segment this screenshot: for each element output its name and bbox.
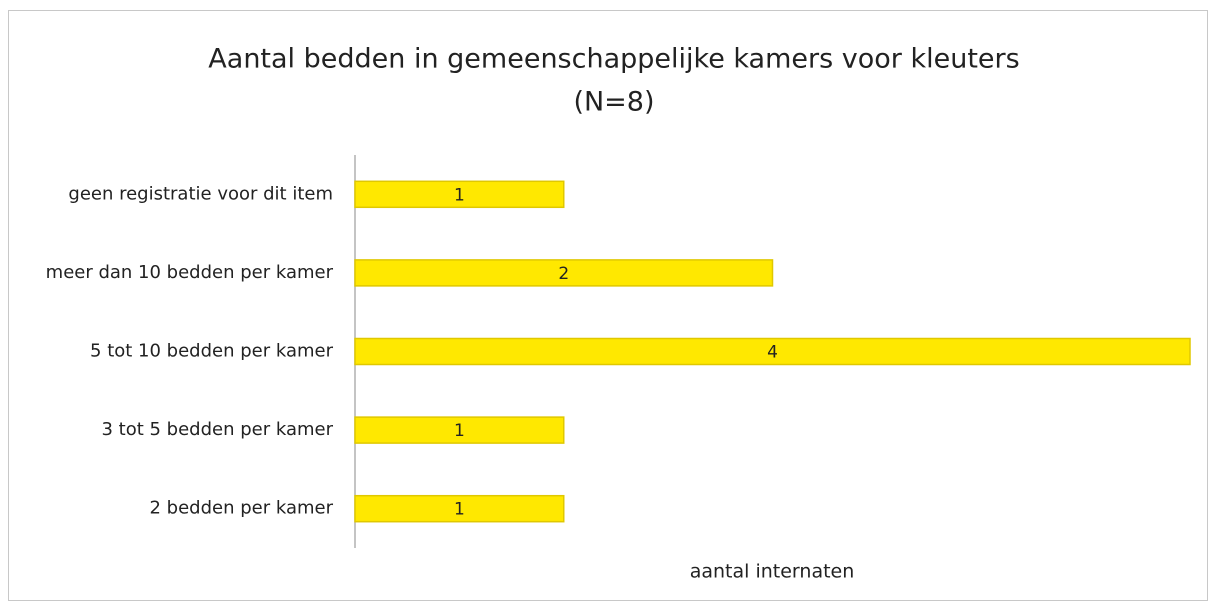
- bar: [354, 180, 565, 209]
- y-tick-label: meer dan 10 bedden per kamer: [46, 262, 334, 283]
- bar: [354, 259, 774, 287]
- bar: [354, 337, 1191, 366]
- x-axis-label: aantal internaten: [690, 561, 855, 583]
- data-label: 1: [454, 500, 465, 520]
- chart-border: [8, 10, 1208, 601]
- data-label: 1: [454, 421, 465, 441]
- bar: [354, 416, 565, 444]
- chart-title: Aantal bedden in gemeenschappelijke kame…: [208, 44, 1019, 75]
- y-tick-label: 5 tot 10 bedden per kamer: [90, 341, 334, 362]
- y-tick-label: geen registratie voor dit item: [68, 183, 333, 204]
- data-label: 2: [558, 264, 569, 284]
- chart-subtitle: (N=8): [573, 87, 654, 118]
- data-label: 4: [767, 343, 778, 363]
- y-tick-label: 3 tot 5 bedden per kamer: [101, 419, 333, 440]
- y-tick-label: 2 bedden per kamer: [150, 498, 334, 519]
- data-label: 1: [454, 185, 465, 205]
- bar: [354, 494, 565, 523]
